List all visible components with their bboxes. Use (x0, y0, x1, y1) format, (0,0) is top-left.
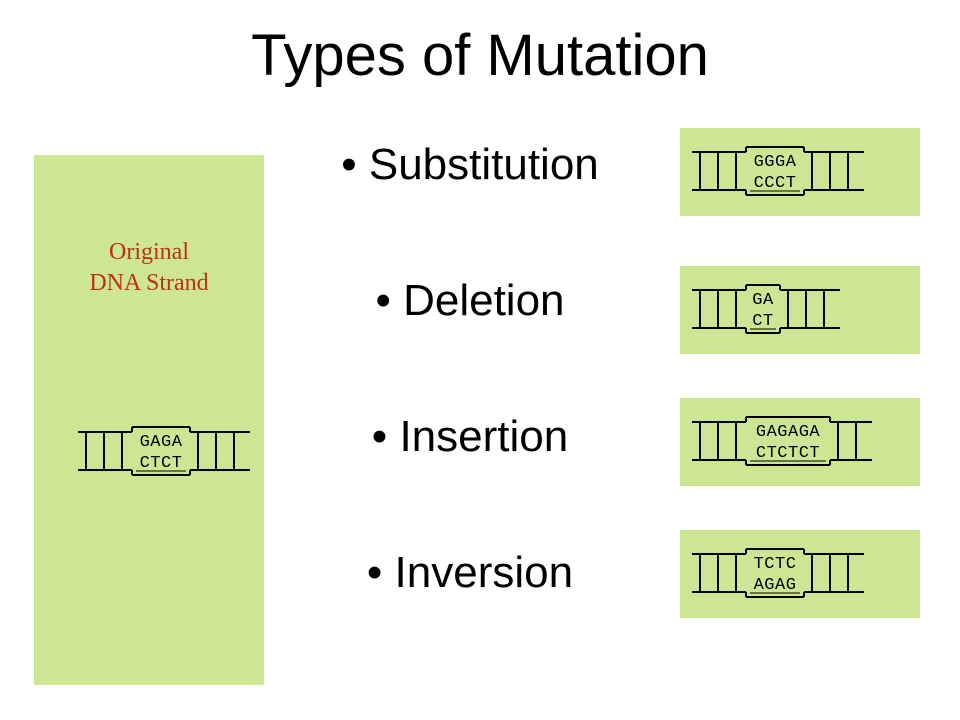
list-item-deletion: Deletion (280, 276, 660, 326)
page-title: Types of Mutation (0, 0, 960, 89)
original-label-line2: DNA Strand (89, 270, 208, 296)
mutation-list: Substitution Deletion Insertion Inversio… (280, 140, 660, 684)
svg-text:CTCT: CTCT (140, 454, 183, 473)
dna-diagram-insertion: GAGAGA CTCTCT (680, 398, 920, 486)
list-item-substitution: Substitution (280, 140, 660, 190)
original-label-line1: Original (109, 239, 189, 265)
svg-text:GAGAGA: GAGAGA (756, 423, 821, 442)
dna-diagram-deletion: GA CT (680, 266, 920, 354)
svg-text:GAGA: GAGA (140, 433, 183, 452)
svg-text:CTCTCT: CTCTCT (756, 444, 820, 463)
dna-diagram-substitution: GGGA CCCT (680, 128, 920, 216)
list-item-insertion: Insertion (280, 412, 660, 462)
svg-text:GA: GA (752, 291, 774, 310)
svg-text:AGAG: AGAG (754, 576, 797, 595)
list-item-inversion: Inversion (280, 548, 660, 598)
dna-diagram-inversion: TCTC AGAG (680, 530, 920, 618)
svg-text:CCCT: CCCT (754, 174, 797, 193)
original-label: Original DNA Strand (34, 237, 264, 299)
svg-text:CT: CT (752, 312, 773, 331)
svg-text:TCTC: TCTC (754, 555, 797, 574)
original-dna-diagram: GAGA CTCT (66, 408, 266, 496)
svg-text:GGGA: GGGA (754, 153, 797, 172)
original-panel: Original DNA Strand GAGA CTCT (34, 155, 264, 685)
